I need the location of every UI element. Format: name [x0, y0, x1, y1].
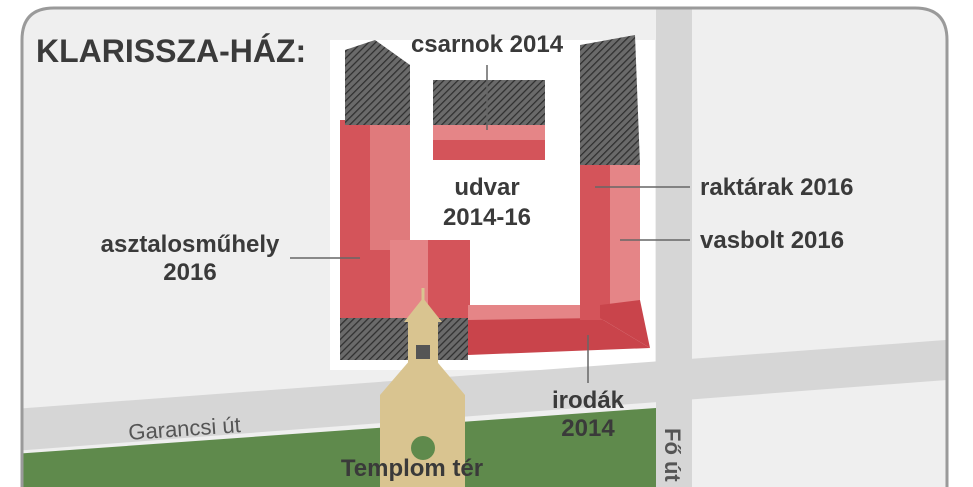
- label: vasbolt 2016: [700, 227, 844, 254]
- frame: [20, 6, 949, 487]
- title: KLARISSZA-HÁZ:: [36, 33, 306, 69]
- church: [380, 288, 465, 487]
- label: csarnok 2014: [411, 31, 564, 58]
- park: [22, 408, 656, 487]
- square-label: Templom tér: [341, 455, 483, 482]
- label: raktárak 2016: [700, 174, 853, 201]
- street: [656, 8, 692, 487]
- street: [22, 338, 947, 452]
- label: 2016: [163, 259, 216, 286]
- label: 2014: [561, 415, 615, 442]
- label: asztalosműhely: [101, 231, 280, 258]
- label: irodák: [552, 387, 625, 414]
- leader-lines: [290, 65, 690, 383]
- label: 2014-16: [443, 204, 531, 231]
- label: udvar: [454, 174, 519, 201]
- street-label: Fő út: [660, 428, 685, 482]
